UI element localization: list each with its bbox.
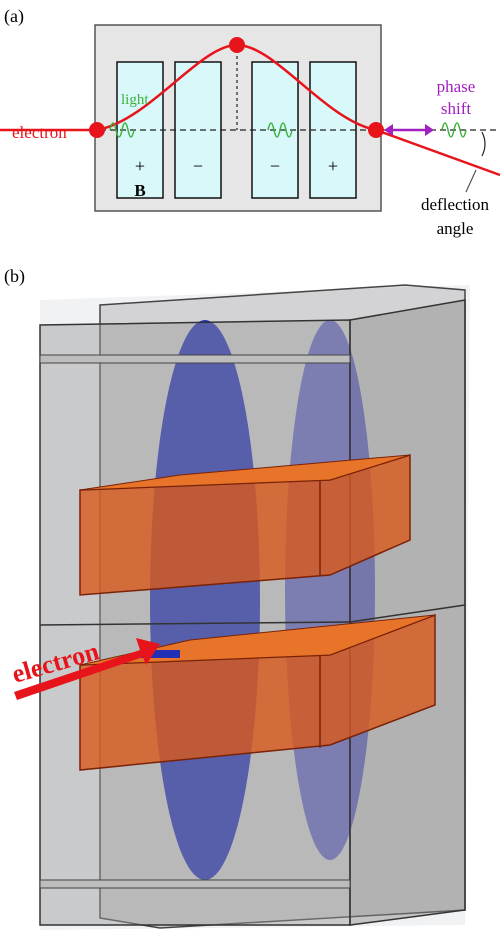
panel-a: (a) electron light + − − + B phase shift…	[0, 6, 500, 238]
electron-label: electron	[12, 123, 67, 142]
deflection-label: deflection	[421, 195, 489, 214]
phase-label: phase	[437, 77, 476, 96]
housing-side	[350, 300, 465, 925]
field-label: B	[134, 181, 145, 200]
electron-dot	[89, 122, 105, 138]
light-label: light	[121, 92, 149, 108]
sign: +	[135, 156, 145, 176]
panel-label: (b)	[4, 266, 25, 287]
sign: −	[193, 156, 203, 176]
deflection-label: angle	[437, 219, 474, 238]
phase-label: shift	[441, 99, 472, 118]
sign: +	[328, 156, 338, 176]
plate	[40, 880, 350, 888]
plate	[40, 355, 350, 363]
panel-b: (b) electron	[4, 266, 470, 930]
angle-arc	[482, 132, 485, 156]
pointer	[466, 170, 476, 192]
sign: −	[270, 156, 280, 176]
electron-dot	[229, 37, 245, 53]
figure: (a) electron light + − − + B phase shift…	[0, 0, 502, 932]
panel-label: (a)	[4, 6, 24, 27]
electron-dot	[368, 122, 384, 138]
